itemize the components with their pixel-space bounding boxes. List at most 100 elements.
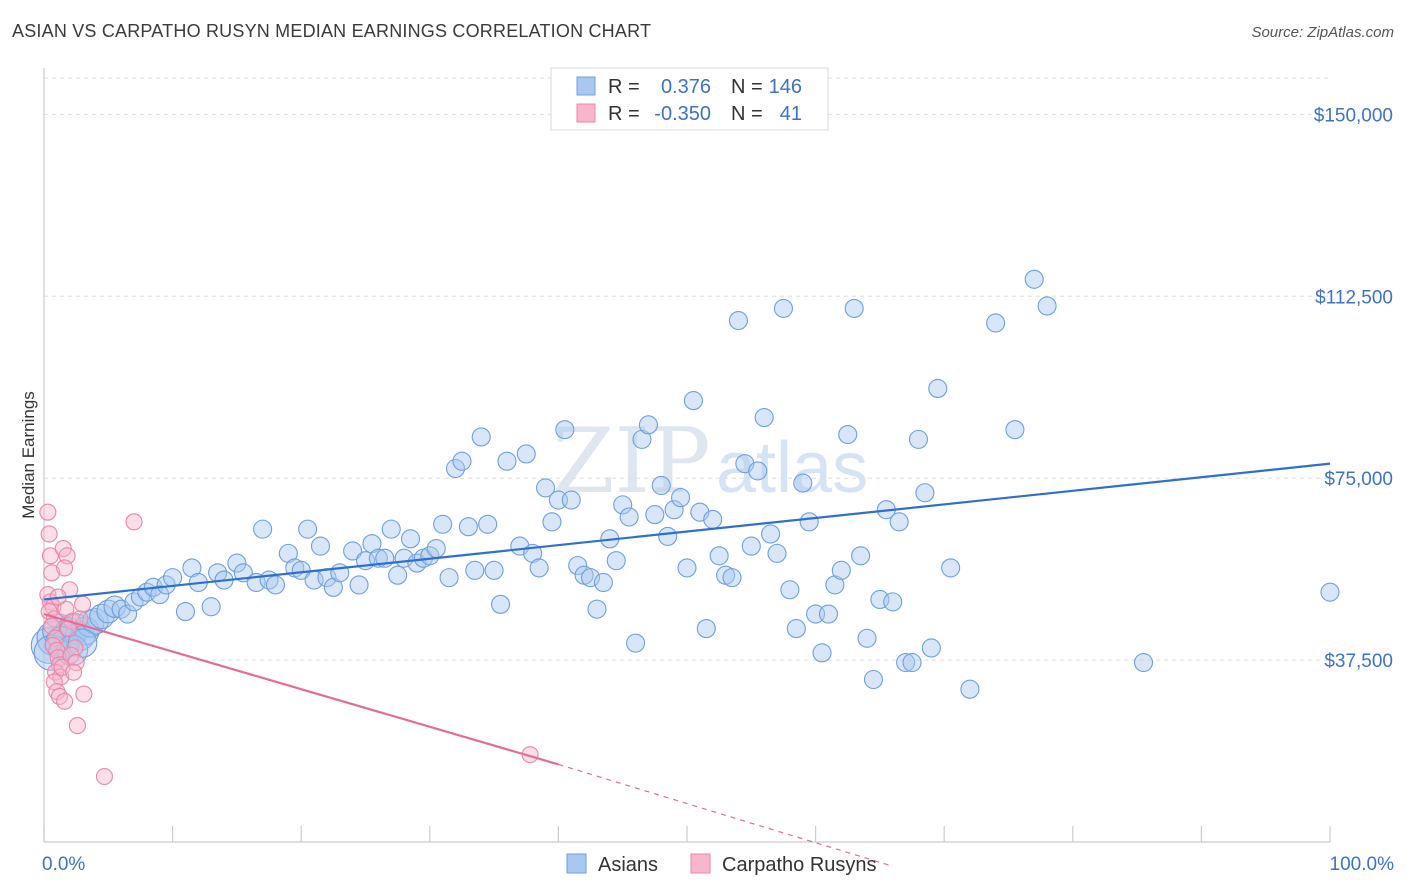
- bottom-legend-rusyns: Carpatho Rusyns: [722, 854, 877, 876]
- asians-point-123: [863, 669, 884, 690]
- asians-point-137: [1005, 420, 1025, 440]
- asians-point-91: [658, 526, 678, 546]
- asians-point-37: [298, 519, 318, 539]
- asians-point-31: [253, 519, 273, 539]
- legend-box: R = 0.376 N = 146 R = -0.350 N = 41: [550, 67, 829, 131]
- asians-point-138: [1024, 269, 1044, 289]
- asians-point-132: [921, 638, 941, 658]
- asians-point-130: [908, 429, 929, 449]
- asians-point-69: [516, 444, 536, 464]
- legend-frame: [550, 67, 829, 131]
- asians-point-56: [426, 538, 446, 559]
- asians-point-111: [786, 619, 806, 639]
- asians-point-75: [555, 420, 575, 440]
- asians-point-136: [986, 313, 1006, 333]
- asians-point-101: [722, 568, 742, 588]
- legend-n-label-asians: N =: [731, 76, 763, 98]
- y-tick-label-3: $150,000: [1314, 105, 1393, 126]
- asians-point-94: [677, 558, 697, 578]
- asians-point-85: [619, 507, 639, 527]
- rusyns-point-37: [95, 767, 113, 786]
- asians-point-102: [728, 310, 748, 331]
- rusyns-point-33: [68, 717, 86, 735]
- asians-point-25: [201, 597, 221, 617]
- chart-title: ASIAN VS CARPATHO RUSYN MEDIAN EARNINGS …: [12, 21, 652, 41]
- asians-point-116: [818, 604, 839, 624]
- trend-lines: [43, 462, 1331, 867]
- rusyns-trend-line: [43, 612, 559, 766]
- asians-point-97: [696, 619, 716, 639]
- rusyns-point-2: [41, 547, 59, 565]
- legend-r-label-asians: R =: [608, 76, 640, 98]
- asians-point-66: [490, 594, 511, 614]
- asians-point-55: [420, 546, 440, 566]
- asians-point-133: [928, 378, 948, 399]
- legend-swatch-rusyns: [576, 103, 596, 123]
- carpatho-rusyns-points: [39, 503, 539, 786]
- rusyns-point-13: [49, 649, 67, 667]
- asians-point-141: [1320, 582, 1340, 602]
- rusyns-point-38: [125, 513, 143, 531]
- y-tick-labels: $37,500 $75,000 $112,500 $150,000: [1314, 105, 1393, 672]
- rusyns-point-3: [43, 564, 61, 582]
- asians-point-95: [683, 391, 703, 411]
- axes: [43, 68, 1331, 843]
- asians-trend-line: [43, 462, 1331, 601]
- legend-n-value-rusyns: 41: [780, 103, 802, 125]
- asians-point-65: [484, 560, 504, 580]
- asians-point-60: [452, 451, 472, 471]
- x-tick-labels: 0.0% 100.0%: [42, 854, 1394, 875]
- asians-point-44: [349, 575, 369, 595]
- asians-point-88: [638, 415, 658, 435]
- asians-point-64: [478, 514, 498, 534]
- asians-point-107: [761, 524, 781, 544]
- bottom-legend-swatch-rusyns: [690, 853, 711, 874]
- asians-point-109: [773, 298, 794, 318]
- asians-point-73: [542, 512, 562, 532]
- asians-point-12: [103, 595, 126, 618]
- asians-point-134: [941, 558, 961, 578]
- legend-r-label-rusyns: R =: [608, 103, 640, 125]
- asians-point-99: [709, 546, 729, 566]
- asians-point-86: [626, 633, 646, 653]
- rusyns-point-19: [50, 687, 68, 706]
- asians-point-105: [748, 461, 768, 481]
- asians-point-58: [439, 568, 459, 588]
- asians-point-139: [1037, 296, 1057, 316]
- asians-point-79: [580, 568, 601, 588]
- asians-point-72: [535, 478, 556, 498]
- y-axis-label: Median Earnings: [19, 391, 38, 519]
- asians-point-59: [445, 458, 466, 479]
- asians-point-39: [310, 536, 331, 556]
- asians-point-92: [664, 500, 684, 520]
- asians-point-81: [593, 572, 613, 593]
- asians-point-110: [780, 580, 800, 600]
- asians-point-113: [799, 512, 819, 532]
- asians-point-49: [381, 519, 401, 539]
- asians-point-83: [606, 551, 626, 571]
- asians-point-67: [497, 451, 517, 471]
- asians-point-80: [587, 599, 607, 619]
- asians-point-104: [741, 536, 761, 556]
- asians-point-93: [671, 488, 691, 508]
- asians-point-77: [568, 555, 588, 576]
- asians-point-52: [400, 529, 421, 549]
- asians-point-135: [960, 679, 980, 699]
- rusyns-point-22: [56, 559, 74, 577]
- watermark-zip: ZIP: [552, 409, 711, 514]
- asians-point-33: [265, 575, 286, 595]
- chart-source: Source: ZipAtlas.com: [1251, 24, 1394, 41]
- asians-point-22: [175, 602, 196, 622]
- asians-point-120: [844, 298, 864, 318]
- asians-point-128: [896, 652, 916, 673]
- rusyns-point-31: [65, 663, 83, 681]
- asians-point-43: [343, 541, 363, 561]
- asians-point-108: [767, 543, 787, 563]
- rusyns-point-36: [75, 685, 93, 703]
- asians-point-28: [227, 553, 247, 573]
- rusyns-point-1: [40, 525, 58, 543]
- asians-point-118: [831, 560, 851, 580]
- asians-point-98: [703, 509, 723, 529]
- asians-point-14: [118, 604, 138, 624]
- bottom-legend: Asians Carpatho Rusyns: [566, 853, 877, 876]
